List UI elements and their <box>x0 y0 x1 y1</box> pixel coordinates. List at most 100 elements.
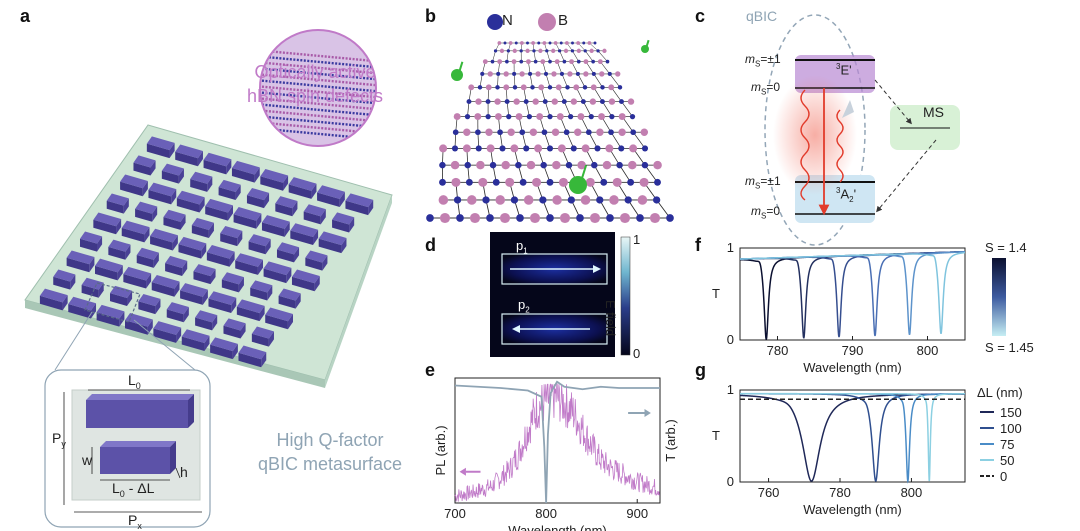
nitrogen-atom <box>504 42 507 45</box>
y-axis-label: T <box>712 286 720 301</box>
boron-atom <box>551 71 556 76</box>
boron-atom <box>596 128 603 135</box>
boron-atom <box>513 98 519 104</box>
nitrogen-atom <box>511 196 518 203</box>
spin-defect <box>569 176 587 194</box>
boron-atom <box>565 41 569 45</box>
nitrogen-atom <box>619 99 624 104</box>
nitrogen-atom <box>653 196 660 203</box>
boron-atom <box>520 41 524 45</box>
energy-level-diagram <box>700 10 980 250</box>
nitrogen-atom <box>596 49 599 52</box>
boron-atom <box>650 213 660 223</box>
y-axis-label-right: T (arb.) <box>663 419 678 461</box>
nitrogen-atom <box>493 179 500 186</box>
nitrogen-atom <box>571 145 577 151</box>
nitrogen-atom <box>581 99 586 104</box>
boron-atom <box>552 161 561 170</box>
nitrogen-atom <box>505 99 510 104</box>
nitrogen-atom <box>547 145 553 151</box>
nitrogen-atom <box>549 42 552 45</box>
nitrogen-atom <box>515 42 518 45</box>
colorbar <box>621 237 630 355</box>
nitrogen-atom <box>542 129 548 135</box>
qbic-caption-line1: High Q-factor <box>240 428 420 452</box>
boron-atom <box>483 59 488 64</box>
boron-atom <box>475 98 481 104</box>
boron-atom <box>451 178 460 187</box>
nitrogen-atom <box>596 196 603 203</box>
boron-atom <box>598 59 603 64</box>
nitrogen-atom <box>537 42 540 45</box>
boron-atom <box>641 128 648 135</box>
nitrogen-atom <box>600 85 604 89</box>
dim-h: h <box>180 464 188 480</box>
nitrogen-atom <box>558 49 561 52</box>
boron-atom <box>569 59 574 64</box>
chart-f-colorbar <box>992 258 1012 338</box>
legend-entry: 75 <box>1000 437 1014 452</box>
nitrogen-atom <box>586 129 592 135</box>
hbn-caption-line2: hBN spin defects <box>220 84 410 108</box>
boron-atom <box>533 98 539 104</box>
legend-entry: 100 <box>1000 421 1022 436</box>
boron-atom <box>486 84 492 90</box>
series-line <box>740 252 965 335</box>
boron-atom <box>538 84 544 90</box>
boron-atom <box>535 71 540 76</box>
x-tick-label: 800 <box>535 506 557 521</box>
boron-atom <box>571 98 577 104</box>
boron-atom <box>640 178 649 187</box>
nitrogen-atom <box>642 145 648 151</box>
series-line <box>740 252 965 340</box>
boron-atom <box>552 98 558 104</box>
y-tick-label: 0 <box>727 474 734 489</box>
nitrogen-atom <box>530 85 534 89</box>
nitrogen-atom <box>439 162 445 168</box>
nitrogen-atom <box>499 145 505 151</box>
x-tick-label: 900 <box>626 506 648 521</box>
dim-Py: Py <box>52 430 66 449</box>
nitrogen-atom <box>516 214 524 222</box>
nitrogen-atom <box>625 196 632 203</box>
x-axis-label: Wavelength (nm) <box>803 502 902 517</box>
boron-atom <box>619 113 626 120</box>
boron-atom <box>530 213 540 223</box>
y-axis-label: T <box>712 428 720 443</box>
boron-atom <box>451 161 460 170</box>
nitrogen-atom <box>539 196 546 203</box>
nitrogen-atom <box>618 145 624 151</box>
boron-atom <box>519 71 524 76</box>
boron-atom <box>513 49 517 53</box>
nitrogen-atom <box>507 49 510 52</box>
series-line <box>740 253 965 334</box>
x-tick-label: 790 <box>842 343 864 358</box>
boron-atom <box>503 71 508 76</box>
series-line <box>740 252 965 336</box>
nitrogen-atom <box>505 60 509 64</box>
hbn-caption: Optically active hBN spin defects <box>220 60 410 108</box>
nitrogen-atom <box>548 85 552 89</box>
boron-atom <box>538 49 542 53</box>
boron-atom <box>605 144 613 152</box>
boron-atom <box>530 128 537 135</box>
legend-entry: 50 <box>1000 453 1014 468</box>
chart-f-legend-bottom: S = 1.45 <box>985 340 1034 355</box>
boron-atom <box>439 144 447 152</box>
nitrogen-atom <box>454 196 461 203</box>
nitrogen-atom <box>495 85 499 89</box>
boron-atom <box>582 144 590 152</box>
nitrogen-atom <box>467 99 472 104</box>
dim-w: w <box>82 452 92 468</box>
nitrogen-atom <box>453 129 459 135</box>
nitrogen-atom <box>478 85 482 89</box>
boron-atom <box>439 195 449 205</box>
boron-atom <box>589 49 593 53</box>
nitrogen-atom-legend <box>487 14 503 30</box>
nitrogen-atom <box>465 114 470 119</box>
nitrogen-atom <box>464 162 470 168</box>
nitrogen-atom <box>496 72 500 76</box>
boron-atom <box>629 144 637 152</box>
